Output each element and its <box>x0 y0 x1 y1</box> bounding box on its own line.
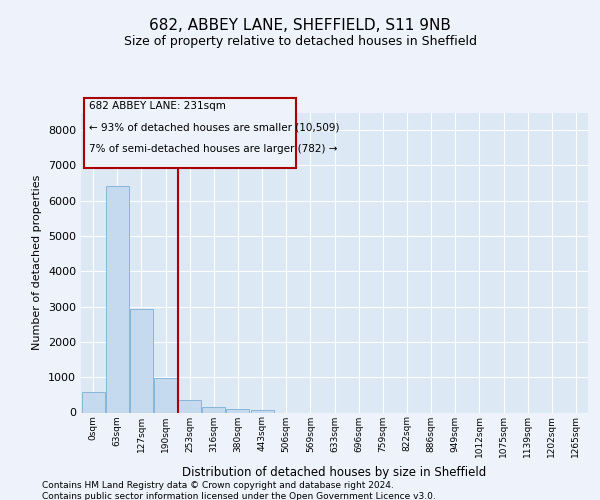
Bar <box>130 310 153 412</box>
Text: 682, ABBEY LANE, SHEFFIELD, S11 9NB: 682, ABBEY LANE, SHEFFIELD, S11 9NB <box>149 18 451 32</box>
Bar <box>226 408 250 412</box>
Text: Contains public sector information licensed under the Open Government Licence v3: Contains public sector information licen… <box>42 492 436 500</box>
Text: 7% of semi-detached houses are larger (782) →: 7% of semi-detached houses are larger (7… <box>89 144 337 154</box>
Text: Contains HM Land Registry data © Crown copyright and database right 2024.: Contains HM Land Registry data © Crown c… <box>42 481 394 490</box>
Y-axis label: Number of detached properties: Number of detached properties <box>32 175 43 350</box>
Bar <box>106 186 128 412</box>
Bar <box>82 392 104 412</box>
Text: 682 ABBEY LANE: 231sqm: 682 ABBEY LANE: 231sqm <box>89 100 226 110</box>
FancyBboxPatch shape <box>83 98 296 168</box>
Bar <box>202 406 225 412</box>
Bar <box>154 378 177 412</box>
Bar <box>178 400 201 412</box>
Text: Size of property relative to detached houses in Sheffield: Size of property relative to detached ho… <box>124 35 476 48</box>
X-axis label: Distribution of detached houses by size in Sheffield: Distribution of detached houses by size … <box>182 466 487 478</box>
Bar <box>251 410 274 412</box>
Text: ← 93% of detached houses are smaller (10,509): ← 93% of detached houses are smaller (10… <box>89 122 339 132</box>
